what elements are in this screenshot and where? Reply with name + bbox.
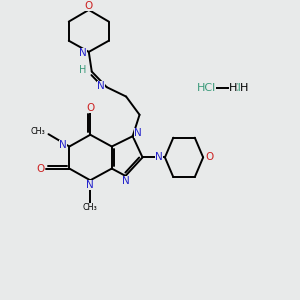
Text: H: H [79,65,86,75]
Text: O: O [85,1,93,11]
Text: N: N [59,140,67,150]
Text: N: N [97,81,105,91]
Text: N: N [79,48,87,59]
Text: Cl: Cl [231,83,242,93]
Text: H: H [240,83,248,93]
Text: O: O [206,152,214,162]
Text: CH₃: CH₃ [30,127,45,136]
Text: N: N [86,180,94,190]
Text: H: H [229,83,237,93]
Text: N: N [122,176,130,187]
Text: N: N [155,152,163,162]
Text: HCl: HCl [196,83,216,93]
Text: O: O [37,164,45,173]
Text: CH₃: CH₃ [83,203,98,212]
Text: O: O [86,103,94,113]
Text: N: N [134,128,142,138]
